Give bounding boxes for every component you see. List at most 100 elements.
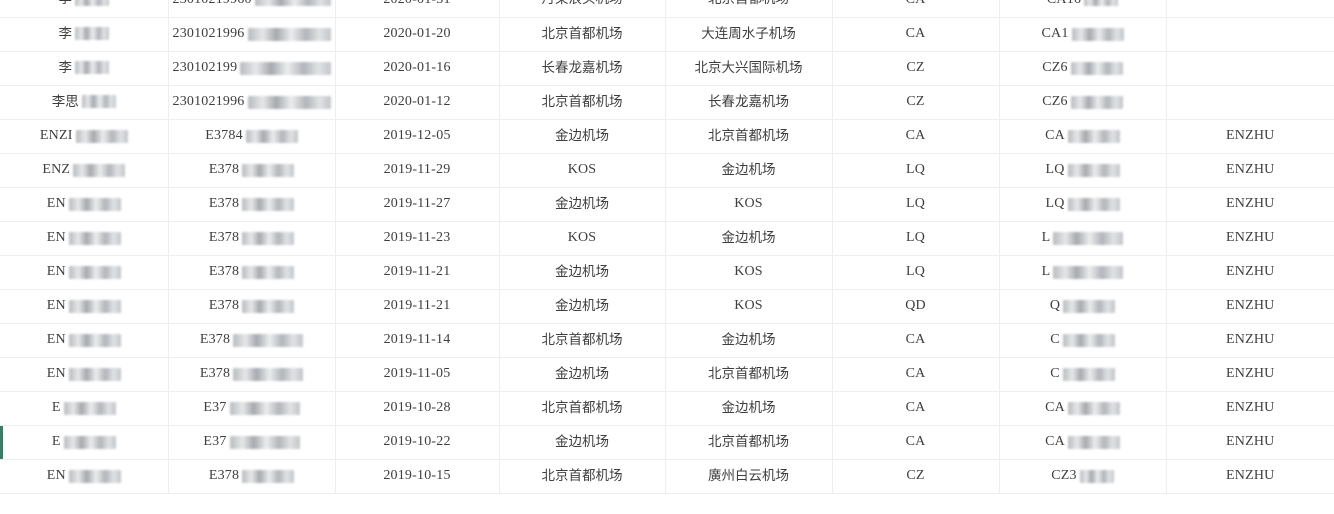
cell-departure-airport[interactable]: 金边机场 <box>499 119 666 154</box>
cell-flight-date[interactable]: 2019-11-23 <box>335 221 500 256</box>
table-row[interactable]: 李 2301021996 2020-01-20 北京首都机场 大连周水子机场 CA CA1 <box>0 17 1334 52</box>
table-row[interactable]: EN E378 2019-11-21 金边机场 KOS LQ L ENZHU <box>0 255 1334 290</box>
cell-arrival-airport[interactable]: 长春龙嘉机场 <box>665 85 833 120</box>
cell-id-number[interactable]: E378 <box>168 153 336 188</box>
cell-id-number[interactable]: E378 <box>168 221 336 256</box>
cell-flight-date[interactable]: 2020-01-12 <box>335 85 500 120</box>
cell-id-number[interactable]: E37 <box>168 391 336 426</box>
cell-passenger-name[interactable]: EN <box>0 459 169 494</box>
cell-id-number[interactable]: 230102199 <box>168 51 336 86</box>
cell-flight-number[interactable]: CA <box>999 391 1167 426</box>
cell-flight-date[interactable]: 2019-11-05 <box>335 357 500 392</box>
cell-airline-code[interactable]: CA <box>832 391 1000 426</box>
table-row[interactable]: EN E378 2019-11-21 金边机场 KOS QD Q ENZHU <box>0 289 1334 324</box>
cell-airline-code[interactable]: LQ <box>832 255 1000 290</box>
cell-arrival-airport[interactable]: KOS <box>665 289 833 324</box>
cell-arrival-airport[interactable]: KOS <box>665 187 833 222</box>
cell-passenger-name[interactable]: EN <box>0 357 169 392</box>
cell-id-number[interactable]: 23010219960 <box>168 0 336 18</box>
cell-flight-date[interactable]: 2019-10-22 <box>335 425 500 460</box>
table-row[interactable]: EN E378 2019-11-27 金边机场 KOS LQ LQ ENZHU <box>0 187 1334 222</box>
cell-flight-date[interactable]: 2020-01-31 <box>335 0 500 18</box>
cell-flight-number[interactable]: CZ6 <box>999 85 1167 120</box>
cell-arrival-airport[interactable]: 北京大兴国际机场 <box>665 51 833 86</box>
cell-airline-code[interactable]: LQ <box>832 153 1000 188</box>
cell-airline-code[interactable]: CZ <box>832 459 1000 494</box>
cell-arrival-airport[interactable]: 北京首都机场 <box>665 0 833 18</box>
cell-flight-number[interactable]: CA <box>999 425 1167 460</box>
cell-arrival-airport[interactable]: 金边机场 <box>665 221 833 256</box>
cell-arrival-airport[interactable]: 廣州白云机场 <box>665 459 833 494</box>
cell-departure-airport[interactable]: 金边机场 <box>499 255 666 290</box>
cell-airline-code[interactable]: CA <box>832 17 1000 52</box>
cell-flight-date[interactable]: 2020-01-20 <box>335 17 500 52</box>
cell-passenger-name[interactable]: EN <box>0 323 169 358</box>
cell-passenger-name[interactable]: 李 <box>0 0 169 18</box>
cell-departure-airport[interactable]: KOS <box>499 153 666 188</box>
cell-airline-code[interactable]: CZ <box>832 85 1000 120</box>
table-row[interactable]: EN E378 2019-11-05 金边机场 北京首都机场 CA C ENZHU <box>0 357 1334 392</box>
cell-airline-code[interactable]: LQ <box>832 221 1000 256</box>
cell-source-tag[interactable]: ENZHU <box>1166 221 1334 256</box>
cell-flight-number[interactable]: LQ <box>999 153 1167 188</box>
cell-id-number[interactable]: 2301021996 <box>168 17 336 52</box>
cell-flight-number[interactable]: LQ <box>999 187 1167 222</box>
cell-arrival-airport[interactable]: 大连周水子机场 <box>665 17 833 52</box>
cell-departure-airport[interactable]: 金边机场 <box>499 289 666 324</box>
cell-arrival-airport[interactable]: 金边机场 <box>665 391 833 426</box>
cell-flight-date[interactable]: 2019-11-14 <box>335 323 500 358</box>
cell-airline-code[interactable]: CA <box>832 0 1000 18</box>
cell-source-tag[interactable] <box>1166 51 1334 86</box>
cell-passenger-name[interactable]: ENZ <box>0 153 169 188</box>
cell-flight-date[interactable]: 2019-10-15 <box>335 459 500 494</box>
table-row[interactable]: EN E378 2019-10-15 北京首都机场 廣州白云机场 CZ CZ3 ENZHU <box>0 459 1334 494</box>
cell-id-number[interactable]: 2301021996 <box>168 85 336 120</box>
cell-arrival-airport[interactable]: 金边机场 <box>665 153 833 188</box>
cell-source-tag[interactable]: ENZHU <box>1166 255 1334 290</box>
cell-passenger-name[interactable]: EN <box>0 289 169 324</box>
cell-flight-date[interactable]: 2020-01-16 <box>335 51 500 86</box>
cell-flight-number[interactable]: CA <box>999 119 1167 154</box>
cell-passenger-name[interactable]: EN <box>0 187 169 222</box>
table-row[interactable]: EN E378 2019-11-23 KOS 金边机场 LQ L ENZHU <box>0 221 1334 256</box>
cell-arrival-airport[interactable]: KOS <box>665 255 833 290</box>
cell-flight-date[interactable]: 2019-11-21 <box>335 255 500 290</box>
cell-arrival-airport[interactable]: 金边机场 <box>665 323 833 358</box>
cell-id-number[interactable]: E378 <box>168 323 336 358</box>
cell-flight-number[interactable]: L <box>999 255 1167 290</box>
cell-departure-airport[interactable]: 北京首都机场 <box>499 391 666 426</box>
table-row[interactable]: ENZI E3784 2019-12-05 金边机场 北京首都机场 CA CA ENZHU <box>0 119 1334 154</box>
cell-departure-airport[interactable]: 金边机场 <box>499 425 666 460</box>
cell-id-number[interactable]: E378 <box>168 289 336 324</box>
cell-source-tag[interactable]: ENZHU <box>1166 289 1334 324</box>
cell-airline-code[interactable]: CA <box>832 357 1000 392</box>
table-row[interactable]: EN E378 2019-11-14 北京首都机场 金边机场 CA C ENZHU <box>0 323 1334 358</box>
cell-id-number[interactable]: E378 <box>168 255 336 290</box>
cell-id-number[interactable]: E378 <box>168 187 336 222</box>
cell-airline-code[interactable]: CA <box>832 119 1000 154</box>
cell-source-tag[interactable]: ENZHU <box>1166 357 1334 392</box>
cell-passenger-name[interactable]: 李 <box>0 51 169 86</box>
cell-source-tag[interactable] <box>1166 0 1334 18</box>
cell-source-tag[interactable]: ENZHU <box>1166 459 1334 494</box>
cell-passenger-name[interactable]: ENZI <box>0 119 169 154</box>
cell-id-number[interactable]: E378 <box>168 357 336 392</box>
cell-departure-airport[interactable]: 北京首都机场 <box>499 323 666 358</box>
cell-departure-airport[interactable]: 北京首都机场 <box>499 17 666 52</box>
cell-airline-code[interactable]: CZ <box>832 51 1000 86</box>
cell-passenger-name[interactable]: 李 <box>0 17 169 52</box>
table-row[interactable]: E E37 2019-10-28 北京首都机场 金边机场 CA CA ENZHU <box>0 391 1334 426</box>
table-row[interactable]: 李思 2301021996 2020-01-12 北京首都机场 长春龙嘉机场 CZ CZ6 <box>0 85 1334 120</box>
table-row[interactable]: 李 230102199 2020-01-16 长春龙嘉机场 北京大兴国际机场 CZ CZ6 <box>0 51 1334 86</box>
cell-flight-date[interactable]: 2019-12-05 <box>335 119 500 154</box>
cell-departure-airport[interactable]: 长春龙嘉机场 <box>499 51 666 86</box>
cell-airline-code[interactable]: LQ <box>832 187 1000 222</box>
cell-source-tag[interactable]: ENZHU <box>1166 119 1334 154</box>
cell-departure-airport[interactable]: 北京首都机场 <box>499 85 666 120</box>
cell-arrival-airport[interactable]: 北京首都机场 <box>665 425 833 460</box>
cell-flight-number[interactable]: Q <box>999 289 1167 324</box>
cell-source-tag[interactable] <box>1166 17 1334 52</box>
cell-source-tag[interactable]: ENZHU <box>1166 391 1334 426</box>
cell-flight-date[interactable]: 2019-10-28 <box>335 391 500 426</box>
